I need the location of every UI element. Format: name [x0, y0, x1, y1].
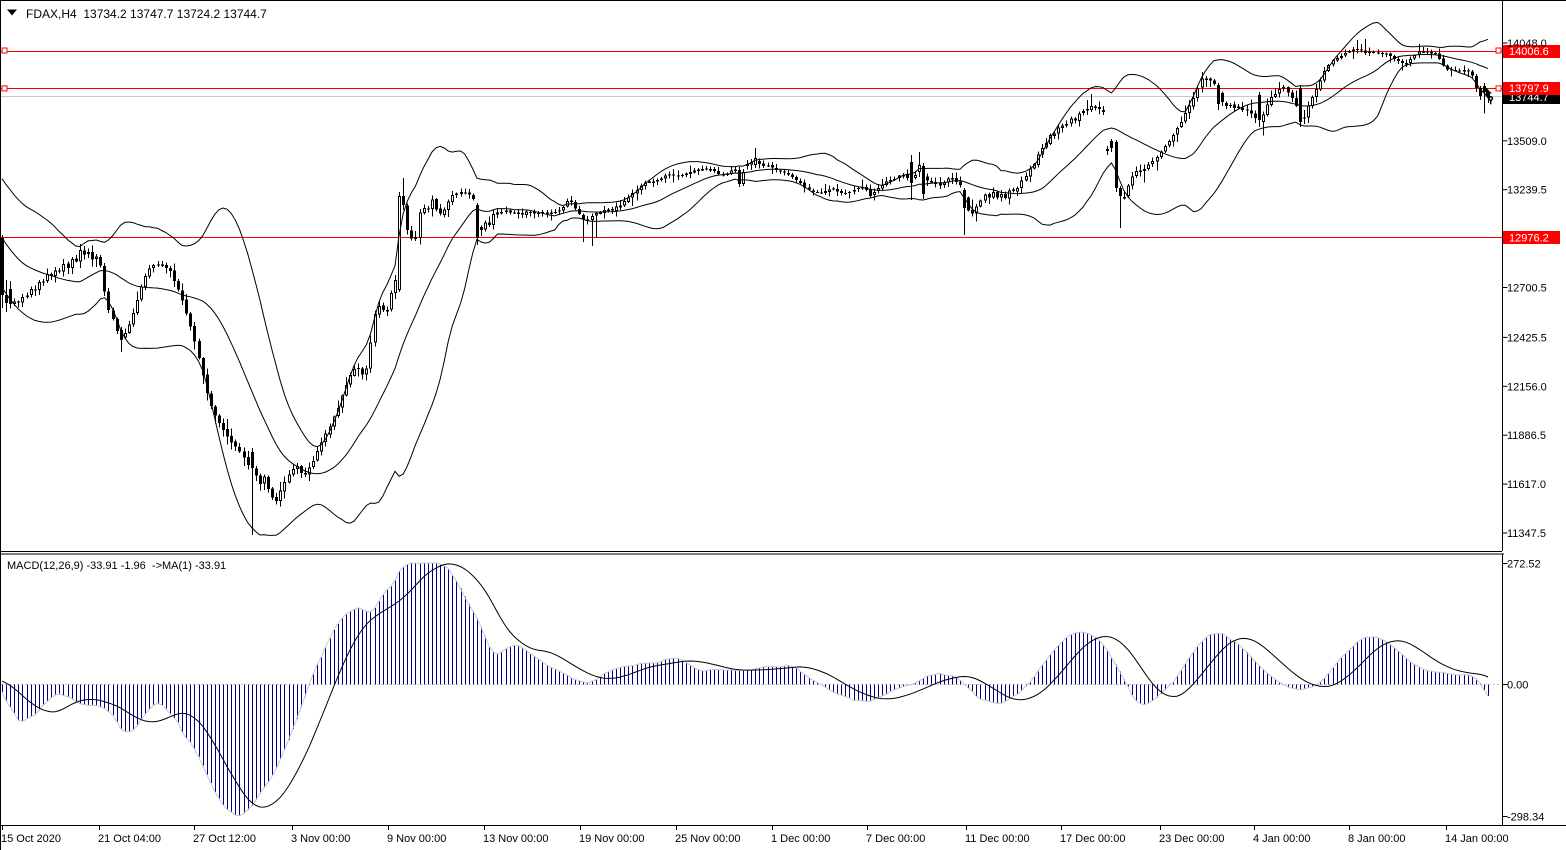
svg-text:8 Jan 00:00: 8 Jan 00:00 [1348, 833, 1406, 845]
svg-text:11886.5: 11886.5 [1507, 430, 1546, 442]
svg-text:21 Oct 04:00: 21 Oct 04:00 [98, 833, 161, 845]
svg-text:FDAX,H4 13734.2 13747.7 13724: FDAX,H4 13734.2 13747.7 13724.2 13744.7 [26, 7, 267, 21]
svg-text:14006.6: 14006.6 [1509, 46, 1549, 58]
svg-text:4 Jan 00:00: 4 Jan 00:00 [1253, 833, 1311, 845]
svg-text:14048.0: 14048.0 [1507, 38, 1547, 50]
svg-text:14 Jan 00:00: 14 Jan 00:00 [1445, 833, 1509, 845]
svg-text:12976.2: 12976.2 [1509, 233, 1549, 245]
svg-text:0.00: 0.00 [1507, 680, 1528, 692]
svg-text:11617.0: 11617.0 [1507, 479, 1546, 491]
svg-text:MACD(12,26,9) -33.91 -1.96 ->: MACD(12,26,9) -33.91 -1.96 ->MA(1) -33.9… [7, 560, 226, 572]
svg-text:11 Dec 00:00: 11 Dec 00:00 [965, 833, 1030, 845]
svg-text:17 Dec 00:00: 17 Dec 00:00 [1060, 833, 1125, 845]
svg-text:23 Dec 00:00: 23 Dec 00:00 [1159, 833, 1224, 845]
svg-text:9 Nov 00:00: 9 Nov 00:00 [387, 833, 446, 845]
svg-text:11347.5: 11347.5 [1507, 528, 1546, 540]
svg-text:13509.0: 13509.0 [1507, 136, 1547, 148]
svg-text:1 Dec 00:00: 1 Dec 00:00 [771, 833, 830, 845]
svg-text:7 Dec 00:00: 7 Dec 00:00 [866, 833, 925, 845]
svg-text:19 Nov 00:00: 19 Nov 00:00 [579, 833, 644, 845]
svg-text:272.52: 272.52 [1507, 559, 1541, 571]
svg-text:12156.0: 12156.0 [1507, 381, 1547, 393]
svg-text:3 Nov 00:00: 3 Nov 00:00 [291, 833, 350, 845]
svg-text:12425.5: 12425.5 [1507, 332, 1547, 344]
svg-text:13 Nov 00:00: 13 Nov 00:00 [483, 833, 548, 845]
svg-text:12700.5: 12700.5 [1507, 283, 1547, 295]
svg-text:27 Oct 12:00: 27 Oct 12:00 [193, 833, 256, 845]
svg-text:25 Nov 00:00: 25 Nov 00:00 [675, 833, 740, 845]
svg-text:-298.34: -298.34 [1507, 812, 1544, 824]
svg-text:13797.9: 13797.9 [1509, 83, 1549, 95]
svg-text:13239.5: 13239.5 [1507, 185, 1547, 197]
svg-text:15 Oct 2020: 15 Oct 2020 [1, 833, 61, 845]
